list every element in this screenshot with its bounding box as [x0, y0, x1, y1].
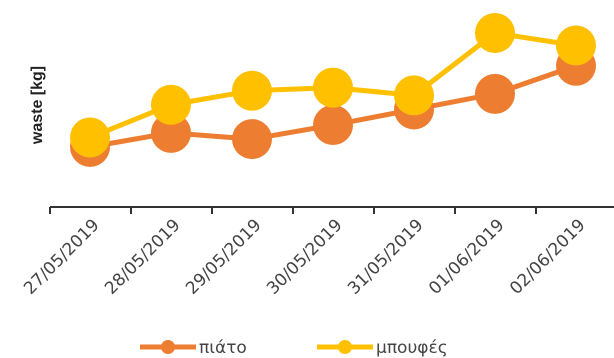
legend: πιάτο μπουφές	[140, 338, 448, 358]
data-point-series2-01/06/2019	[475, 13, 515, 53]
y-axis-title: waste [kg]	[29, 66, 46, 145]
x-tick-label: 01/06/2019	[425, 215, 508, 298]
data-point-series1-30/05/2019	[313, 105, 353, 146]
legend-marker-2	[338, 340, 352, 354]
x-tick-label: 27/05/2019	[20, 215, 103, 298]
x-tick-label: 29/05/2019	[182, 215, 265, 298]
x-tick-label: 30/05/2019	[263, 215, 346, 298]
data-point-series2-30/05/2019	[313, 67, 353, 108]
data-point-series1-29/05/2019	[232, 119, 272, 160]
x-tick-label: 31/05/2019	[344, 215, 427, 298]
x-tick-labels: 27/05/201928/05/201929/05/201930/05/2019…	[20, 215, 589, 298]
data-point-series1-28/05/2019	[151, 112, 191, 153]
series-points	[70, 13, 596, 167]
legend-label-1: πιάτο	[199, 338, 247, 358]
data-point-series2-31/05/2019	[394, 75, 434, 116]
x-tick-label: 02/06/2019	[506, 215, 589, 298]
legend-label-2: μπουφές	[376, 338, 448, 358]
x-axis	[49, 206, 614, 214]
data-point-series2-29/05/2019	[232, 70, 272, 111]
legend-marker-1	[161, 340, 175, 354]
data-point-series2-28/05/2019	[151, 84, 191, 125]
data-point-series2-27/05/2019	[70, 117, 110, 158]
data-point-series1-01/06/2019	[475, 73, 515, 114]
data-point-series2-02/06/2019	[556, 25, 596, 66]
x-tick-label: 28/05/2019	[101, 215, 184, 298]
